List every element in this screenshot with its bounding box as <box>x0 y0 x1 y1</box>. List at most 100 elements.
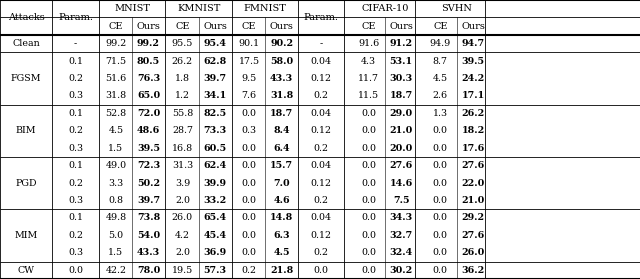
Text: 11.7: 11.7 <box>358 74 379 83</box>
Text: 0.0: 0.0 <box>433 126 448 135</box>
Text: 0.0: 0.0 <box>433 179 448 187</box>
Text: 0.0: 0.0 <box>433 213 448 222</box>
Text: 99.2: 99.2 <box>105 39 127 48</box>
Text: 31.8: 31.8 <box>270 92 293 100</box>
Text: 45.4: 45.4 <box>204 231 227 240</box>
Text: 2.0: 2.0 <box>175 196 190 205</box>
Text: 0.0: 0.0 <box>361 266 376 275</box>
Text: 0.2: 0.2 <box>68 179 83 187</box>
Text: 1.8: 1.8 <box>175 74 190 83</box>
Text: 72.3: 72.3 <box>137 161 160 170</box>
Text: 4.5: 4.5 <box>433 74 448 83</box>
Text: 53.1: 53.1 <box>390 57 413 66</box>
Text: -: - <box>319 39 323 48</box>
Text: 0.0: 0.0 <box>361 196 376 205</box>
Text: 4.5: 4.5 <box>273 248 290 257</box>
Text: Param.: Param. <box>58 13 93 22</box>
Text: 0.0: 0.0 <box>241 109 257 118</box>
Text: 57.3: 57.3 <box>204 266 227 275</box>
Text: 76.3: 76.3 <box>137 74 160 83</box>
Text: 0.0: 0.0 <box>241 248 257 257</box>
Text: 0.0: 0.0 <box>433 144 448 153</box>
Text: 31.8: 31.8 <box>105 92 127 100</box>
Text: CIFAR-10: CIFAR-10 <box>361 4 409 13</box>
Text: 34.3: 34.3 <box>390 213 413 222</box>
Text: 0.0: 0.0 <box>361 179 376 187</box>
Text: Param.: Param. <box>304 13 339 22</box>
Text: 72.0: 72.0 <box>137 109 160 118</box>
Text: 43.3: 43.3 <box>270 74 293 83</box>
Text: 71.5: 71.5 <box>105 57 127 66</box>
Text: 26.0: 26.0 <box>172 213 193 222</box>
Text: 0.2: 0.2 <box>241 266 257 275</box>
Text: 0.04: 0.04 <box>311 161 332 170</box>
Text: 15.7: 15.7 <box>270 161 293 170</box>
Text: 52.8: 52.8 <box>105 109 127 118</box>
Text: 0.0: 0.0 <box>361 126 376 135</box>
Text: 0.3: 0.3 <box>68 144 83 153</box>
Text: 28.7: 28.7 <box>172 126 193 135</box>
Text: 0.2: 0.2 <box>314 196 329 205</box>
Text: 49.0: 49.0 <box>105 161 127 170</box>
Text: 32.7: 32.7 <box>390 231 413 240</box>
Text: 0.1: 0.1 <box>68 213 83 222</box>
Text: 0.04: 0.04 <box>311 57 332 66</box>
Text: SVHN: SVHN <box>441 4 472 13</box>
Text: 78.0: 78.0 <box>137 266 160 275</box>
Text: 0.0: 0.0 <box>361 231 376 240</box>
Text: -: - <box>74 39 77 48</box>
Text: 65.0: 65.0 <box>137 92 160 100</box>
Text: 8.4: 8.4 <box>273 126 290 135</box>
Text: 0.3: 0.3 <box>68 248 83 257</box>
Text: Ours: Ours <box>389 22 413 31</box>
Text: CE: CE <box>362 22 376 31</box>
Text: 32.4: 32.4 <box>390 248 413 257</box>
Text: 0.2: 0.2 <box>314 92 329 100</box>
Text: 0.0: 0.0 <box>433 196 448 205</box>
Text: 0.3: 0.3 <box>241 126 257 135</box>
Text: 1.5: 1.5 <box>108 248 124 257</box>
Text: 3.3: 3.3 <box>108 179 124 187</box>
Text: 26.0: 26.0 <box>461 248 484 257</box>
Text: FMNIST: FMNIST <box>244 4 287 13</box>
Text: 14.6: 14.6 <box>390 179 413 187</box>
Text: 17.5: 17.5 <box>238 57 260 66</box>
Text: 17.6: 17.6 <box>461 144 484 153</box>
Text: 0.8: 0.8 <box>108 196 124 205</box>
Text: 14.8: 14.8 <box>270 213 293 222</box>
Text: 6.4: 6.4 <box>273 144 290 153</box>
Text: 1.2: 1.2 <box>175 92 190 100</box>
Text: 30.2: 30.2 <box>390 266 413 275</box>
Text: Ours: Ours <box>136 22 161 31</box>
Text: 5.0: 5.0 <box>108 231 124 240</box>
Text: 0.1: 0.1 <box>68 57 83 66</box>
Text: CE: CE <box>433 22 447 31</box>
Text: 22.0: 22.0 <box>461 179 484 187</box>
Text: 39.5: 39.5 <box>461 57 484 66</box>
Text: 0.2: 0.2 <box>68 126 83 135</box>
Text: Ours: Ours <box>461 22 485 31</box>
Text: 19.5: 19.5 <box>172 266 193 275</box>
Text: 0.04: 0.04 <box>311 109 332 118</box>
Text: 2.0: 2.0 <box>175 248 190 257</box>
Text: 27.6: 27.6 <box>390 161 413 170</box>
Text: 0.0: 0.0 <box>241 231 257 240</box>
Text: CE: CE <box>242 22 256 31</box>
Text: MNIST: MNIST <box>114 4 150 13</box>
Text: MIM: MIM <box>15 231 38 240</box>
Text: 4.6: 4.6 <box>273 196 290 205</box>
Text: 91.2: 91.2 <box>390 39 413 48</box>
Text: 95.4: 95.4 <box>204 39 227 48</box>
Text: 0.0: 0.0 <box>241 144 257 153</box>
Text: 20.0: 20.0 <box>390 144 413 153</box>
Text: 27.6: 27.6 <box>461 161 484 170</box>
Text: 33.2: 33.2 <box>204 196 227 205</box>
Text: 0.0: 0.0 <box>433 266 448 275</box>
Text: 0.0: 0.0 <box>241 213 257 222</box>
Text: 48.6: 48.6 <box>137 126 160 135</box>
Text: 39.9: 39.9 <box>204 179 227 187</box>
Text: FGSM: FGSM <box>11 74 42 83</box>
Text: 43.3: 43.3 <box>137 248 160 257</box>
Text: 0.12: 0.12 <box>311 74 332 83</box>
Text: 21.0: 21.0 <box>461 196 484 205</box>
